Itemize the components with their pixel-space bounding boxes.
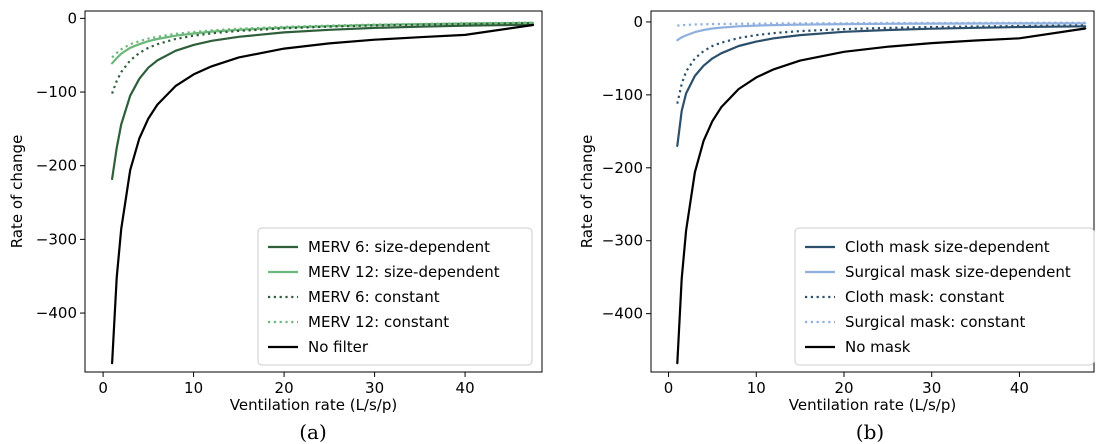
legend-label: Cloth mask size-dependent (845, 238, 1050, 256)
y-tick-label: −200 (36, 157, 77, 175)
series-line-1 (676, 25, 1087, 147)
plot-frame (650, 10, 1095, 373)
y-tick-label: 0 (633, 13, 643, 31)
y-axis-label: Rate of change (8, 135, 26, 249)
y-tick-label: −300 (36, 230, 77, 248)
y-tick-label: −100 (36, 83, 77, 101)
x-axis-label: Ventilation rate (L/s/p) (789, 396, 956, 414)
legend: MERV 6: size-dependent MERV 12: size-depe… (257, 227, 533, 366)
legend-box (794, 227, 1095, 366)
x-tick-label: 0 (98, 379, 108, 397)
panel-caption: (b) (856, 420, 884, 444)
series-line-5 (676, 27, 1087, 365)
series-line-2 (111, 21, 535, 65)
y-tick-label: −400 (36, 304, 77, 322)
x-tick-label: 30 (365, 379, 384, 397)
series-line-1 (111, 23, 535, 181)
y-tick-label: −300 (602, 232, 643, 250)
panel-caption: (a) (299, 420, 327, 444)
chart-panel-a: 0 10 20 30 40 0 −100 −200 −300 −400 Ventilation ra… (8, 9, 543, 444)
chart-panel-b: 0 10 20 30 40 0 −100 −200 −300 −400 Ventilation ra… (578, 10, 1095, 444)
series-line-2 (676, 22, 1087, 42)
y-tick-label: −100 (602, 86, 643, 104)
legend-label: No mask (845, 338, 911, 356)
legend-box (257, 227, 533, 366)
legend-label: Surgical mask: constant (845, 313, 1025, 331)
x-tick-label: 40 (456, 379, 475, 397)
x-tick-label: 30 (922, 379, 941, 397)
x-tick-label: 20 (834, 379, 853, 397)
x-tick-label: 10 (184, 379, 203, 397)
y-tick-label: −400 (602, 305, 643, 323)
y-tick-label: −200 (602, 159, 643, 177)
legend-label: MERV 6: constant (308, 288, 440, 306)
x-tick-label: 40 (1010, 379, 1029, 397)
legend-label: Surgical mask size-dependent (845, 263, 1071, 281)
x-tick-label: 10 (747, 379, 766, 397)
series-line-3 (676, 24, 1086, 104)
x-axis-label: Ventilation rate (L/s/p) (230, 396, 397, 414)
legend-label: MERV 12: size-dependent (308, 263, 500, 281)
y-axis-label: Rate of change (578, 135, 596, 249)
x-tick-label: 0 (664, 379, 674, 397)
series-line-4 (111, 21, 534, 59)
series-line-5 (111, 23, 535, 365)
legend-label: MERV 6: size-dependent (308, 238, 490, 256)
x-tick-label: 20 (275, 379, 294, 397)
y-tick-label: 0 (67, 9, 77, 27)
legend-label: MERV 12: constant (308, 313, 449, 331)
series-line-3 (111, 22, 534, 94)
legend-label: Cloth mask: constant (845, 288, 1004, 306)
plot-frame (84, 10, 543, 373)
legend-label: No filter (308, 338, 369, 356)
legend: Cloth mask size-dependent Surgical mask s… (794, 227, 1095, 366)
